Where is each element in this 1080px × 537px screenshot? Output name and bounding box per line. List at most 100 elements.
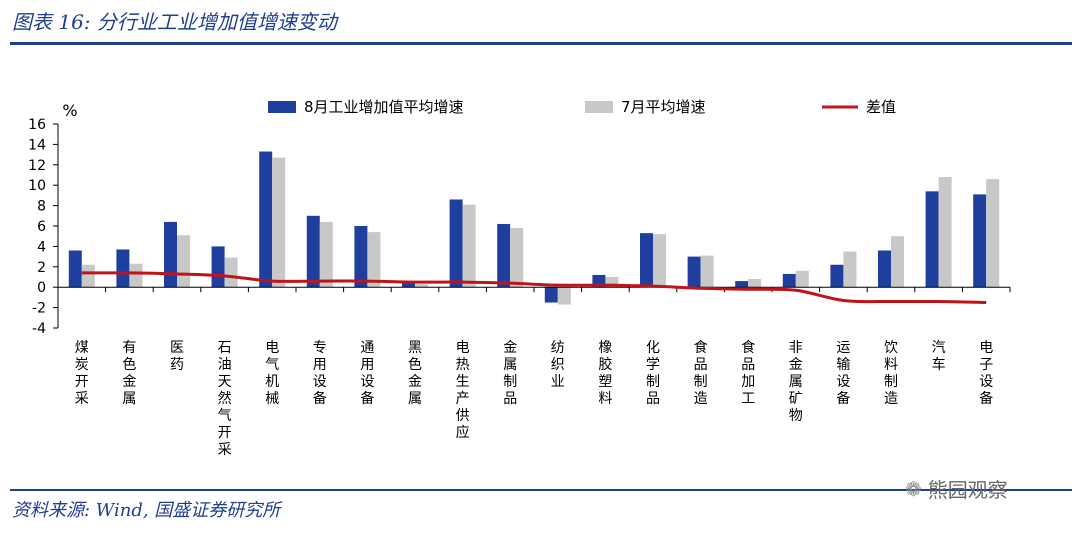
- category-label-char: 运: [836, 340, 850, 356]
- y-tick-label: 14: [28, 137, 46, 153]
- category-label-char: 气: [265, 357, 279, 373]
- category-label-char: 非: [789, 340, 803, 356]
- category-label-char: 制: [884, 374, 898, 390]
- bar-jul: [938, 177, 952, 288]
- category-label-char: 矿: [789, 391, 803, 407]
- bar-aug: [449, 199, 463, 288]
- bar-jul: [986, 179, 1000, 288]
- category-label-char: 黑: [408, 340, 422, 356]
- category-label-char: 供: [456, 408, 470, 424]
- category-label-char: 炭: [75, 357, 89, 373]
- category-label-char: 通: [360, 340, 374, 356]
- category-label-char: 学: [646, 357, 660, 373]
- category-label-char: 开: [75, 374, 89, 390]
- y-tick-label: 12: [28, 158, 46, 174]
- category-label-char: 应: [456, 424, 470, 441]
- category-label-char: 气: [218, 408, 232, 424]
- bar-jul: [795, 270, 809, 288]
- y-axis-unit: %: [62, 101, 77, 120]
- bar-aug: [164, 221, 177, 288]
- bar-jul: [129, 263, 143, 288]
- category-label-char: 设: [979, 374, 993, 390]
- bar-aug: [878, 250, 891, 288]
- category-label-char: 有: [122, 340, 136, 356]
- category-label-char: 备: [836, 390, 850, 407]
- bar-aug: [973, 194, 987, 288]
- bar-jul: [605, 277, 619, 288]
- bar-aug: [782, 273, 796, 288]
- bar-aug: [306, 215, 320, 288]
- category-label-char: 采: [218, 442, 232, 458]
- category-label-char: 品: [646, 391, 660, 407]
- industry-growth-chart: -4-20246810121416%煤炭开采有色金属医药石油天然气开采电气机械专…: [28, 98, 1011, 458]
- y-tick-label: 16: [28, 117, 46, 133]
- category-label-char: 料: [598, 391, 612, 407]
- bar-jul: [415, 284, 428, 288]
- bar-aug: [687, 256, 701, 288]
- y-tick-label: 0: [37, 280, 46, 296]
- category-label-char: 电: [265, 340, 279, 356]
- y-tick-label: 4: [37, 239, 46, 255]
- category-label-char: 属: [503, 357, 517, 373]
- category-label-char: 品: [503, 391, 517, 407]
- category-label-char: 备: [360, 390, 374, 407]
- category-label-char: 化: [646, 340, 660, 356]
- category-label-char: 汽: [932, 340, 946, 356]
- category-label-char: 制: [646, 374, 660, 390]
- y-tick-label: -4: [32, 321, 46, 337]
- category-label-char: 造: [884, 391, 898, 407]
- category-label-char: 医: [170, 340, 184, 356]
- category-label-char: 金: [122, 374, 136, 390]
- category-label-char: 设: [313, 374, 327, 390]
- category-label-char: 专: [313, 340, 327, 356]
- category-label-char: 电: [456, 340, 470, 356]
- category-label-char: 食: [741, 339, 755, 356]
- category-label-char: 设: [360, 374, 374, 390]
- bar-aug: [497, 223, 511, 288]
- category-label-char: 电: [979, 340, 993, 356]
- category-label-char: 色: [408, 356, 422, 373]
- bar-jul: [272, 157, 286, 288]
- category-label-char: 药: [170, 357, 184, 373]
- category-label-char: 输: [836, 357, 850, 373]
- category-label-char: 属: [408, 391, 422, 407]
- bar-aug: [830, 264, 844, 288]
- y-tick-label: 10: [28, 178, 46, 194]
- category-label-char: 品: [741, 357, 755, 373]
- category-label-char: 金: [408, 374, 422, 390]
- bar-aug: [735, 281, 749, 288]
- category-label-char: 子: [979, 357, 993, 373]
- bar-jul: [81, 264, 95, 288]
- category-label-char: 采: [75, 391, 89, 407]
- category-label-char: 饮: [884, 340, 898, 356]
- bar-aug: [211, 246, 225, 288]
- category-label-char: 纺: [551, 340, 565, 356]
- bar-aug: [925, 191, 939, 288]
- category-label-char: 械: [265, 391, 279, 407]
- category-label-char: 备: [313, 390, 327, 407]
- legend-swatch-aug: [268, 101, 296, 113]
- category-label-char: 然: [218, 390, 232, 407]
- category-label-char: 石: [218, 340, 232, 356]
- category-label-char: 制: [503, 374, 517, 390]
- bar-jul: [653, 234, 666, 288]
- category-label-char: 属: [122, 391, 136, 407]
- legend-label-jul: 7月平均增速: [621, 98, 706, 116]
- category-label-char: 制: [694, 374, 708, 390]
- category-label-char: 车: [932, 356, 946, 373]
- category-label-char: 机: [265, 374, 279, 390]
- source-rule: [10, 489, 1072, 491]
- bar-jul: [700, 255, 714, 288]
- difference-line: [81, 271, 987, 304]
- category-label-char: 金: [789, 357, 803, 373]
- category-label-char: 开: [218, 425, 232, 441]
- watermark: ❁ 熊园观察: [905, 474, 1008, 503]
- category-label-char: 织: [551, 357, 565, 373]
- category-label-char: 料: [884, 357, 898, 373]
- bar-jul: [510, 228, 524, 288]
- watermark-text: 熊园观察: [927, 478, 1008, 502]
- bar-jul: [748, 279, 762, 288]
- category-label-char: 物: [789, 408, 803, 424]
- legend-swatch-jul: [585, 101, 613, 113]
- category-label-char: 产: [456, 391, 470, 407]
